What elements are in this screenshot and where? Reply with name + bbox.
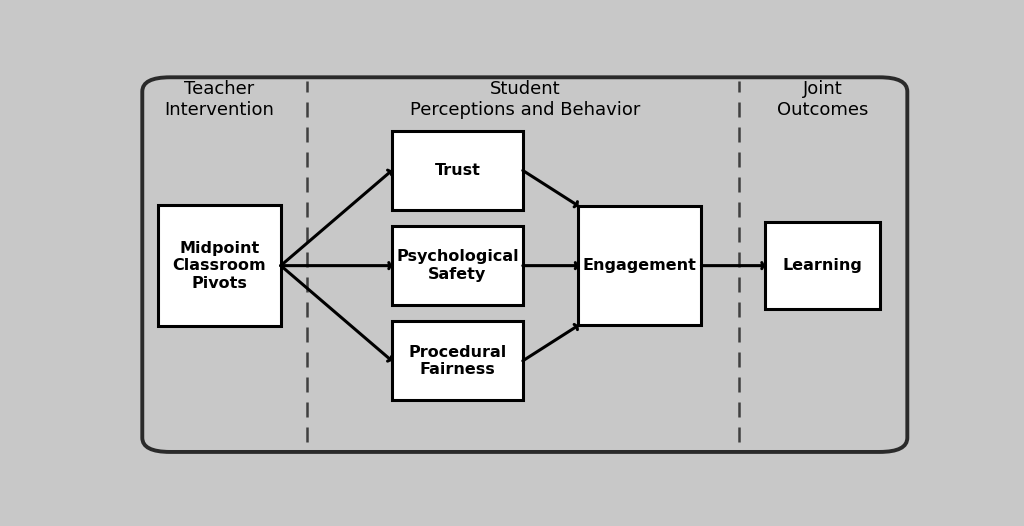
Text: Midpoint
Classroom
Pivots: Midpoint Classroom Pivots [172,241,266,290]
Text: Joint
Outcomes: Joint Outcomes [777,80,868,119]
Text: Engagement: Engagement [583,258,696,273]
Text: Trust: Trust [434,163,480,178]
Text: Teacher
Intervention: Teacher Intervention [164,80,274,119]
FancyBboxPatch shape [765,222,880,309]
FancyBboxPatch shape [579,206,701,326]
Text: Procedural
Fairness: Procedural Fairness [409,345,507,377]
FancyBboxPatch shape [392,321,523,400]
Text: Learning: Learning [782,258,862,273]
Text: Psychological
Safety: Psychological Safety [396,249,519,282]
FancyBboxPatch shape [158,205,281,326]
Text: Student
Perceptions and Behavior: Student Perceptions and Behavior [410,80,640,119]
FancyBboxPatch shape [392,131,523,210]
FancyBboxPatch shape [392,226,523,305]
FancyBboxPatch shape [142,77,907,452]
